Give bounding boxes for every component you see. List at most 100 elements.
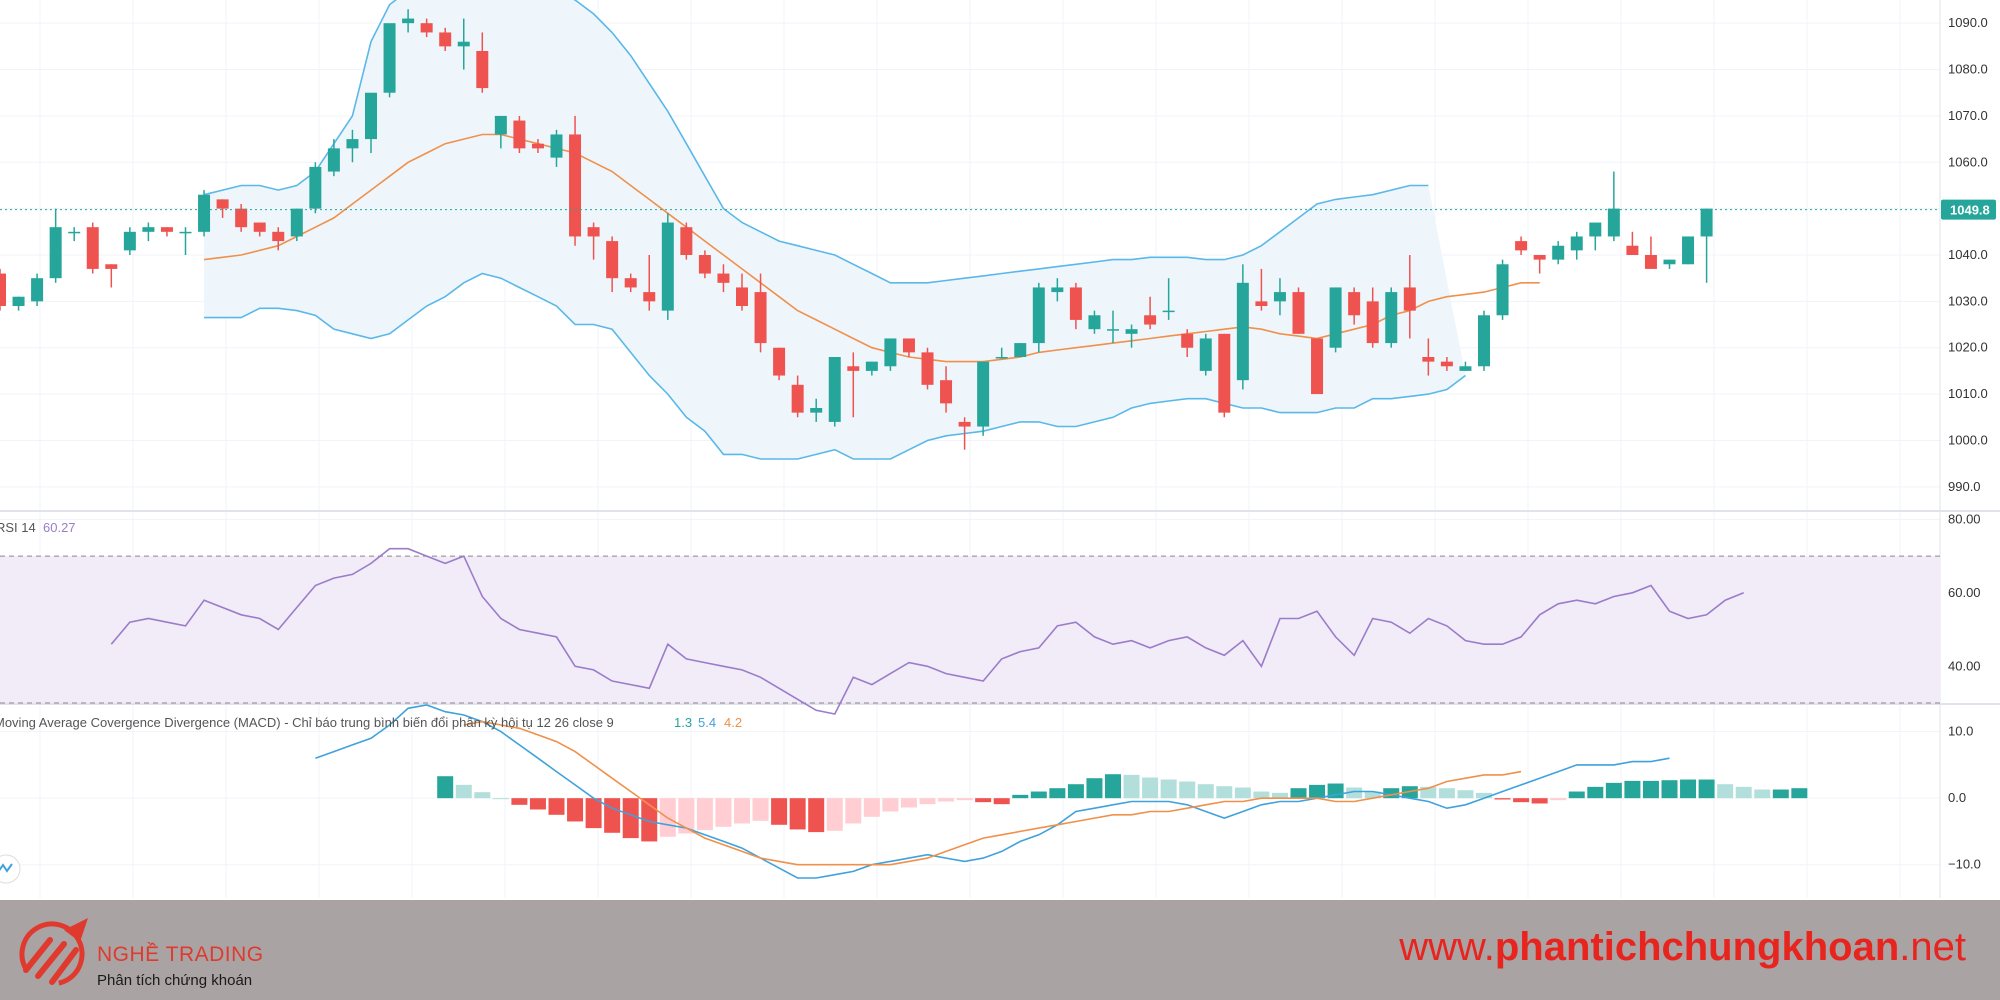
macd-tick-label: −10.0 <box>1948 857 1981 872</box>
macd-signal-line <box>463 720 1522 866</box>
candle <box>1088 310 1101 334</box>
candle <box>179 227 192 255</box>
macd-histogram-bar <box>1253 791 1270 799</box>
macd-histogram-bar <box>1624 780 1641 799</box>
macd-histogram-bar <box>808 798 825 833</box>
website-link[interactable]: www.phantichchungkhoan.net <box>1399 925 1966 970</box>
candle-body <box>457 41 470 47</box>
candle <box>1236 264 1249 390</box>
candle-body <box>940 380 953 404</box>
candle <box>1607 171 1620 242</box>
chart-area[interactable]: 990.01000.01010.01020.01030.01040.01050.… <box>0 0 2000 900</box>
macd-histogram-bar <box>1661 780 1678 799</box>
current-price-label: 1049.8 <box>1950 203 1990 218</box>
candle <box>1329 287 1342 353</box>
candle-body <box>921 352 934 385</box>
candle-body <box>1329 287 1342 348</box>
macd-histogram-bar <box>511 798 528 805</box>
candle-body <box>1366 301 1379 344</box>
candle <box>587 222 600 260</box>
macd-histogram-bar <box>1179 781 1196 799</box>
candle <box>1273 278 1286 316</box>
chart-svg[interactable]: 990.01000.01010.01020.01030.01040.01050.… <box>0 0 2000 900</box>
candle <box>216 199 229 218</box>
macd-histogram-bar <box>1605 782 1622 799</box>
macd-histogram-bar <box>900 798 917 808</box>
candle <box>68 227 81 242</box>
candle <box>1440 357 1453 371</box>
price-tick-label: 1030.0 <box>1948 293 1988 308</box>
macd-histogram-bar <box>585 798 602 829</box>
candle-body <box>1348 292 1361 316</box>
candle <box>1644 236 1657 269</box>
candle-body <box>1682 236 1695 265</box>
macd-histogram-bar <box>492 798 509 800</box>
price-tick-label: 1070.0 <box>1948 108 1988 123</box>
candle-body <box>828 357 841 422</box>
candle <box>1422 338 1435 376</box>
candle-body <box>142 227 155 232</box>
macd-histogram-bar <box>1123 774 1140 799</box>
candle <box>754 273 767 353</box>
candle <box>569 115 582 246</box>
candle <box>1366 287 1379 348</box>
candle <box>1255 268 1268 311</box>
candle <box>31 273 44 306</box>
chart-arrow-logo-icon <box>19 918 88 987</box>
candle-body <box>736 287 748 306</box>
candle-body <box>1051 287 1064 293</box>
candle-body <box>1422 357 1435 362</box>
candle-body <box>643 292 656 302</box>
rsi-legend-label: RSI 14 <box>0 520 36 535</box>
candle-body <box>513 120 526 149</box>
candle <box>606 236 619 293</box>
macd-histogram-bar <box>1772 789 1789 799</box>
candle <box>661 213 674 320</box>
rsi-pane <box>0 547 1940 715</box>
candle <box>884 338 897 371</box>
candle <box>1552 241 1565 265</box>
candle <box>865 361 878 376</box>
candle <box>847 352 860 418</box>
candle-body <box>12 296 25 306</box>
price-tick-label: 1000.0 <box>1948 432 1988 447</box>
macd-histogram-bar <box>1309 784 1326 799</box>
indicator-toggle-button[interactable] <box>0 854 21 884</box>
candle <box>958 417 971 450</box>
rsi-tick-label: 40.00 <box>1948 658 1981 673</box>
macd-histogram-bar <box>1531 798 1548 804</box>
candle-body <box>754 292 767 344</box>
candle <box>791 375 804 418</box>
candle-body <box>1440 361 1453 367</box>
candle-body <box>402 18 415 24</box>
candle <box>1107 310 1119 344</box>
macd-histogram-bar <box>1680 779 1697 799</box>
candle <box>717 264 730 293</box>
candle-body <box>1292 292 1305 334</box>
macd-histogram-bar <box>1383 788 1400 799</box>
candle-body <box>365 92 377 140</box>
candle <box>977 361 990 436</box>
macd-histogram-bar <box>678 798 695 834</box>
macd-histogram-bar <box>1550 798 1567 801</box>
macd-histogram-bar <box>1197 784 1214 799</box>
candle <box>1682 236 1695 265</box>
price-axis[interactable]: 990.01000.01010.01020.01030.01040.01050.… <box>0 15 1996 872</box>
candles[interactable] <box>0 9 1713 450</box>
candle-body <box>1700 208 1713 237</box>
candle-body <box>1069 287 1082 320</box>
macd-histogram-bar <box>826 798 843 831</box>
macd-histogram-bar <box>1290 788 1307 799</box>
candle <box>1663 259 1676 269</box>
macd-histogram-bar <box>1420 786 1437 799</box>
macd-histogram-bar <box>1012 794 1029 799</box>
candle <box>1199 333 1212 376</box>
macd-histogram-bar <box>1438 788 1455 799</box>
candle <box>1459 361 1472 371</box>
candle-body <box>531 143 544 149</box>
candle <box>1700 208 1713 283</box>
candle <box>439 27 452 51</box>
candle-body <box>123 231 136 251</box>
macd-histogram-bar <box>1234 787 1251 799</box>
price-tick-label: 1040.0 <box>1948 247 1988 262</box>
